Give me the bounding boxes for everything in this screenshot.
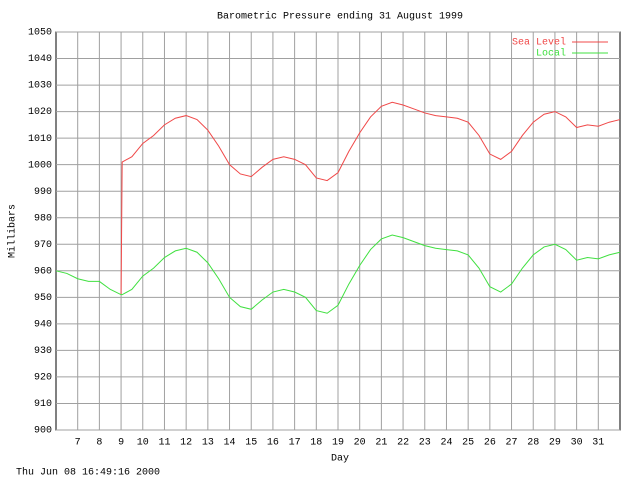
y-tick-label: 1010 [28, 134, 52, 145]
y-tick-label: 1050 [28, 28, 52, 39]
x-tick-label: 20 [354, 438, 366, 449]
x-tick-label: 14 [224, 438, 236, 449]
x-tick-label: 28 [527, 438, 539, 449]
y-tick-label: 900 [34, 426, 52, 437]
y-tick-label: 970 [34, 240, 52, 251]
y-tick-label: 990 [34, 187, 52, 198]
x-tick-label: 13 [202, 438, 214, 449]
x-axis-label: Day [331, 454, 349, 465]
x-tick-label: 29 [549, 438, 561, 449]
data-line [55, 234, 621, 314]
y-tick-label: 960 [34, 266, 52, 277]
x-tick-label: 9 [118, 438, 124, 449]
y-axis-label: Millibars [7, 204, 19, 258]
x-tick-label: 23 [419, 438, 431, 449]
y-tick-label: 910 [34, 399, 52, 410]
x-tick-label: 24 [440, 438, 452, 449]
x-tick-label: 12 [180, 438, 192, 449]
x-tick-label: 18 [310, 438, 322, 449]
x-tick-label: 22 [397, 438, 409, 449]
x-tick-label: 11 [158, 438, 170, 449]
x-tick-label: 26 [484, 438, 496, 449]
legend-label: Local [536, 48, 566, 60]
x-tick-label: 30 [571, 438, 583, 449]
y-tick-label: 940 [34, 320, 52, 331]
y-tick-label: 1040 [28, 54, 52, 65]
x-tick-label: 16 [267, 438, 279, 449]
y-tick-label: 1000 [28, 160, 52, 171]
x-tick-label: 27 [506, 438, 518, 449]
x-tick-label: 31 [592, 438, 604, 449]
y-tick-label: 980 [34, 213, 52, 224]
data-line [120, 101, 621, 295]
x-tick-label: 7 [75, 438, 81, 449]
y-tick-label: 1030 [28, 81, 52, 92]
x-tick-label: 8 [96, 438, 102, 449]
x-tick-label: 17 [289, 438, 301, 449]
y-tick-label: 930 [34, 346, 52, 357]
x-tick-label: 25 [462, 438, 474, 449]
x-tick-label: 21 [375, 438, 387, 449]
chart-title: Barometric Pressure ending 31 August 199… [217, 11, 463, 23]
legend-label: Sea Level [512, 37, 566, 49]
y-tick-label: 950 [34, 293, 52, 304]
y-tick-label: 920 [34, 373, 52, 384]
y-tick-label: 1020 [28, 107, 52, 118]
timestamp: Thu Jun 08 16:49:16 2000 [16, 467, 160, 479]
x-tick-label: 10 [137, 438, 149, 449]
x-tick-label: 15 [245, 438, 257, 449]
x-tick-label: 19 [332, 438, 344, 449]
